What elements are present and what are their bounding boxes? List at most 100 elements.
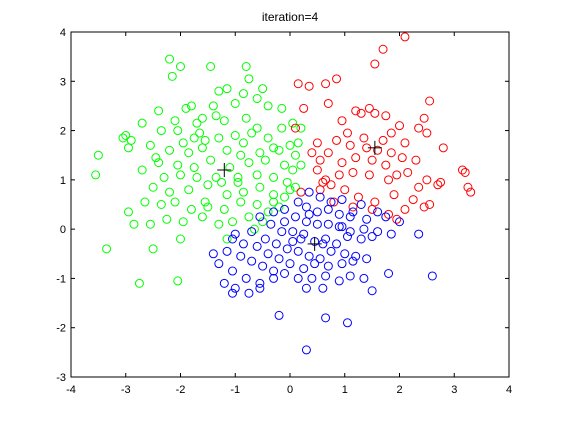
cluster-red-point xyxy=(318,177,328,187)
cluster-red-point xyxy=(381,160,391,170)
cluster-blue-point xyxy=(351,251,361,261)
cluster-blue-point xyxy=(255,278,265,288)
cluster-green-point xyxy=(189,133,199,143)
cluster-green-point xyxy=(93,150,103,160)
cluster-green-point xyxy=(156,126,166,136)
cluster-red-point xyxy=(386,128,396,138)
cluster-blue-point xyxy=(334,276,344,286)
cluster-green-point xyxy=(186,204,196,214)
x-tick-label: 0 xyxy=(287,384,293,396)
cluster-green-point xyxy=(288,118,298,128)
cluster-red-point xyxy=(436,177,446,187)
cluster-green-point xyxy=(197,143,207,153)
cluster-green-point xyxy=(118,133,128,143)
cluster-red-point xyxy=(329,197,339,207)
cluster-red-point xyxy=(425,200,435,209)
cluster-red-point xyxy=(381,111,391,121)
cluster-blue-point xyxy=(301,283,311,293)
cluster-red-point xyxy=(332,74,342,84)
cluster-green-point xyxy=(148,244,158,254)
cluster-blue-point xyxy=(414,229,424,239)
cluster-blue-point xyxy=(310,259,320,269)
cluster-blue-point xyxy=(301,345,311,355)
cluster-red-point xyxy=(433,180,443,190)
cluster-blue-point xyxy=(340,249,350,259)
cluster-red-point xyxy=(438,143,448,153)
cluster-green-point xyxy=(170,116,180,126)
cluster-green-point xyxy=(249,224,259,234)
cluster-blue-point xyxy=(318,283,328,293)
cluster-blue-point xyxy=(321,271,331,281)
cluster-red-point xyxy=(351,153,361,163)
cluster-red-point xyxy=(414,123,424,133)
cluster-red-point xyxy=(307,148,317,158)
cluster-blue-point xyxy=(269,207,279,217)
cluster-red-point xyxy=(312,138,322,148)
cluster-green-point xyxy=(214,86,224,96)
cluster-green-point xyxy=(178,217,188,227)
cluster-red-point xyxy=(367,155,377,165)
x-tick-label: 1 xyxy=(342,384,348,396)
cluster-red-point xyxy=(422,175,432,185)
cluster-blue-point xyxy=(334,209,344,219)
cluster-blue-point xyxy=(293,273,303,283)
x-tick-label: -1 xyxy=(230,384,240,396)
cluster-blue-point xyxy=(255,283,265,293)
cluster-red-point xyxy=(425,96,435,106)
cluster-red-point xyxy=(364,170,374,180)
cluster-blue-point xyxy=(241,273,251,283)
cluster-green-point xyxy=(208,101,218,111)
cluster-green-point xyxy=(154,106,164,116)
cluster-blue-point xyxy=(280,204,290,214)
cluster-green-point xyxy=(192,172,202,182)
cluster-blue-point xyxy=(299,264,309,274)
cluster-green-point xyxy=(137,118,147,128)
cluster-blue-point xyxy=(271,239,281,249)
cluster-green-point xyxy=(225,163,235,173)
cluster-green-point xyxy=(173,160,183,170)
chart-title: iteration=4 xyxy=(262,10,319,24)
cluster-red-point xyxy=(408,195,418,205)
y-tick-label: 0 xyxy=(60,224,66,236)
cluster-green-point xyxy=(211,111,221,121)
cluster-green-point xyxy=(269,190,279,200)
cluster-green-point xyxy=(184,185,194,195)
cluster-red-point xyxy=(359,133,369,143)
cluster-green-point xyxy=(197,113,207,123)
cluster-green-point xyxy=(145,219,155,229)
cluster-green-point xyxy=(244,74,254,84)
cluster-red-point xyxy=(395,121,404,131)
cluster-green-point xyxy=(269,143,279,153)
cluster-blue-point xyxy=(255,212,265,222)
cluster-blue-point xyxy=(280,269,290,278)
cluster-blue-point xyxy=(274,254,284,264)
cluster-red-point xyxy=(337,116,347,126)
cluster-green-point xyxy=(241,62,251,71)
cluster-red-point xyxy=(364,103,374,113)
cluster-green-point xyxy=(280,192,290,202)
cluster-blue-point xyxy=(337,195,347,205)
cluster-blue-point xyxy=(323,261,333,271)
cluster-blue-point xyxy=(304,209,314,219)
cluster-blue-point xyxy=(381,212,391,222)
cluster-green-point xyxy=(230,98,240,108)
cluster-green-point xyxy=(236,197,246,207)
cluster-blue-point xyxy=(299,229,309,239)
cluster-green-point xyxy=(203,202,213,212)
cluster-blue-point xyxy=(219,278,229,288)
cluster-red-point xyxy=(392,214,402,224)
cluster-red-point xyxy=(403,167,413,177)
cluster-green-point xyxy=(247,128,257,138)
cluster-blue-point xyxy=(269,273,279,283)
cluster-green-point xyxy=(192,118,202,128)
cluster-blue-point xyxy=(345,227,355,237)
cluster-red-point xyxy=(400,138,410,148)
x-tick-label: -2 xyxy=(176,384,186,396)
cluster-green-point xyxy=(263,101,273,111)
cluster-blue-point xyxy=(386,229,396,239)
cluster-blue-point xyxy=(337,259,347,269)
cluster-green-point xyxy=(252,123,262,133)
cluster-green-point xyxy=(197,212,207,222)
cluster-blue-point xyxy=(312,219,322,229)
cluster-red-point xyxy=(400,32,410,42)
